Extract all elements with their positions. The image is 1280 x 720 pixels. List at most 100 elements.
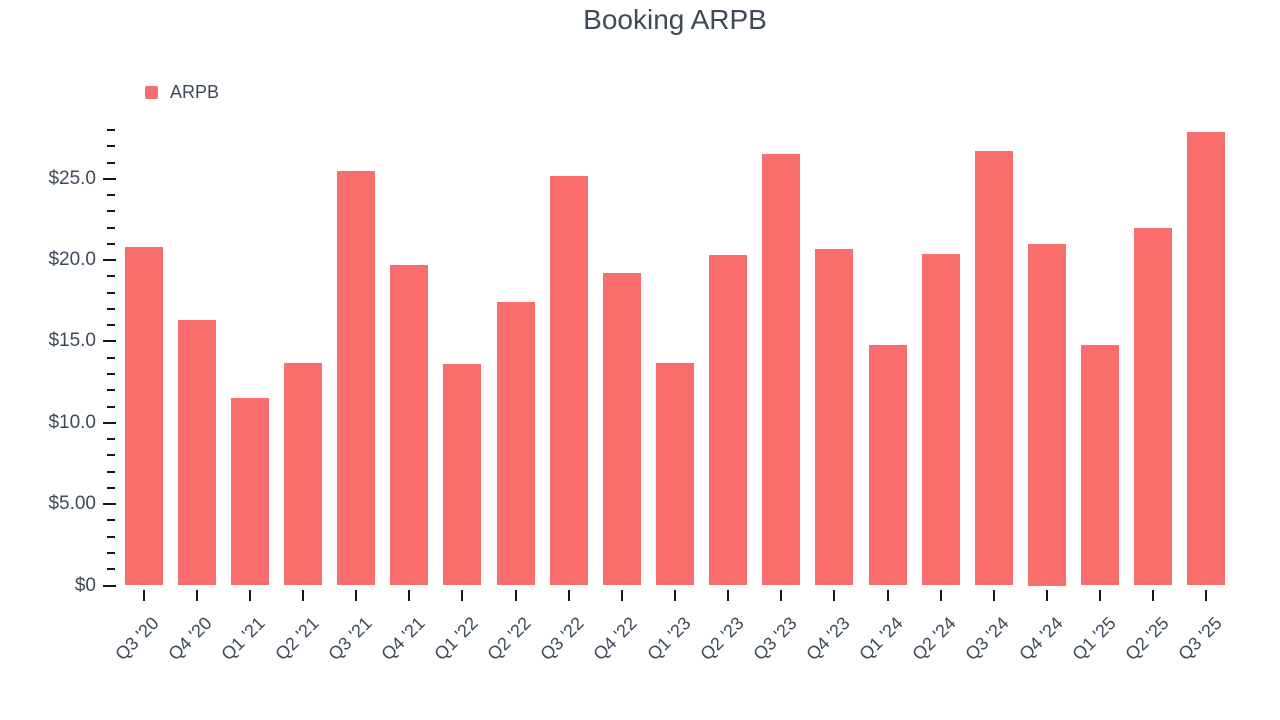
y-axis-minor-tick xyxy=(107,145,115,148)
y-axis-minor-tick xyxy=(107,324,115,327)
x-axis-label-q2-24: Q2 '24 xyxy=(908,613,960,665)
legend-label: ARPB xyxy=(170,82,220,102)
y-axis-minor-tick xyxy=(107,194,115,197)
x-axis-tick xyxy=(992,590,995,601)
y-axis-minor-tick xyxy=(107,373,115,376)
y-axis-minor-tick xyxy=(107,486,115,489)
x-axis-label-q3-24: Q3 '24 xyxy=(961,613,1014,665)
y-axis-minor-tick xyxy=(107,551,115,554)
x-axis-tick xyxy=(1152,590,1155,601)
y-axis-major-tick xyxy=(103,503,116,506)
x-axis-label-q2-25: Q2 '25 xyxy=(1121,613,1173,665)
chart-title: Booking ARPB xyxy=(583,4,767,35)
x-axis-label-q3-22: Q3 '22 xyxy=(536,613,588,665)
x-axis-label-q3-20: Q3 '20 xyxy=(111,613,163,665)
x-axis-tick xyxy=(939,590,942,601)
y-axis-label: $15.0 xyxy=(48,330,96,352)
y-axis-minor-tick xyxy=(107,389,115,392)
y-axis-minor-tick xyxy=(107,307,115,310)
bar-q3-21[interactable] xyxy=(337,170,376,586)
bar-q2-21[interactable] xyxy=(284,362,322,586)
y-axis-label: $10.0 xyxy=(48,411,96,433)
y-axis-minor-tick xyxy=(107,356,115,359)
bar-q2-24[interactable] xyxy=(921,253,960,586)
x-axis-label-q1-24: Q1 '24 xyxy=(855,613,907,665)
bar-q2-22[interactable] xyxy=(496,302,535,586)
x-axis-label-q1-23: Q1 '23 xyxy=(642,613,695,665)
x-axis-label-q2-23: Q2 '23 xyxy=(696,613,748,665)
y-axis-minor-tick xyxy=(107,226,115,229)
x-axis-label-q4-22: Q4 '22 xyxy=(589,613,642,665)
x-axis-label-q3-23: Q3 '23 xyxy=(749,613,801,665)
bar-q3-25[interactable] xyxy=(1187,131,1226,586)
y-axis-minor-tick xyxy=(107,470,115,473)
x-axis-label-q4-23: Q4 '23 xyxy=(802,613,854,665)
y-axis-minor-tick xyxy=(107,405,115,408)
bar-q1-22[interactable] xyxy=(443,364,482,586)
x-axis-tick xyxy=(886,590,889,601)
y-axis-major-tick xyxy=(103,421,116,424)
x-axis-tick xyxy=(195,590,198,601)
legend-swatch-icon xyxy=(145,86,158,99)
bar-q3-23[interactable] xyxy=(762,154,801,586)
bar-q2-23[interactable] xyxy=(709,255,748,586)
bar-q1-24[interactable] xyxy=(868,344,907,586)
y-axis-label: $20.0 xyxy=(48,249,96,271)
y-axis-major-tick xyxy=(103,340,116,343)
bar-q3-24[interactable] xyxy=(974,151,1013,586)
y-axis-minor-tick xyxy=(107,242,115,245)
x-axis-tick xyxy=(620,590,623,601)
x-axis-tick xyxy=(514,590,517,601)
bar-q4-21[interactable] xyxy=(390,265,429,586)
x-axis-tick xyxy=(674,590,676,601)
x-axis-label-q2-21: Q2 '21 xyxy=(270,613,323,665)
x-axis-tick xyxy=(833,590,836,601)
x-axis-tick xyxy=(1046,590,1048,601)
y-axis-minor-tick xyxy=(107,161,115,164)
bar-q3-22[interactable] xyxy=(549,175,588,586)
x-axis-label-q3-25: Q3 '25 xyxy=(1174,613,1226,665)
x-axis-tick xyxy=(1205,590,1208,601)
x-axis-label-q4-21: Q4 '21 xyxy=(377,613,429,665)
y-axis-minor-tick xyxy=(107,438,115,441)
x-axis-label-q1-22: Q1 '22 xyxy=(430,613,482,665)
y-axis-label: $25.0 xyxy=(48,167,96,189)
legend-item-arpb[interactable]: ARPB xyxy=(145,82,219,103)
y-axis-minor-tick xyxy=(107,454,115,457)
y-axis-minor-tick xyxy=(107,275,115,278)
y-axis-minor-tick xyxy=(107,291,115,294)
bar-q1-25[interactable] xyxy=(1081,344,1120,586)
x-axis-tick xyxy=(248,590,251,601)
bar-q1-21[interactable] xyxy=(230,398,269,586)
x-axis-label-q1-25: Q1 '25 xyxy=(1068,613,1120,665)
x-axis-tick xyxy=(302,590,304,601)
x-axis-label-q4-20: Q4 '20 xyxy=(164,613,216,665)
x-axis-tick xyxy=(567,590,570,601)
y-axis-label: $5.00 xyxy=(48,493,96,515)
y-axis-major-tick xyxy=(103,259,116,262)
x-axis-tick xyxy=(355,590,358,601)
bar-q4-23[interactable] xyxy=(815,248,854,586)
x-axis-tick xyxy=(1099,590,1102,601)
bar-q4-24[interactable] xyxy=(1028,243,1066,586)
x-axis-label-q3-21: Q3 '21 xyxy=(324,613,376,665)
y-axis-minor-tick xyxy=(107,519,115,522)
x-axis-label-q1-21: Q1 '21 xyxy=(217,613,270,665)
x-axis-label-q2-22: Q2 '22 xyxy=(483,613,535,665)
x-axis-tick xyxy=(142,590,145,601)
y-axis-label: $0 xyxy=(74,574,96,596)
y-axis-minor-tick xyxy=(107,568,115,571)
bar-q2-25[interactable] xyxy=(1134,227,1173,586)
y-axis-minor-tick xyxy=(107,129,115,131)
bar-q4-22[interactable] xyxy=(602,273,641,586)
x-axis-tick xyxy=(727,590,730,601)
x-axis-tick xyxy=(408,590,411,601)
x-axis-tick xyxy=(461,590,464,601)
y-axis-minor-tick xyxy=(107,210,115,213)
bar-q4-20[interactable] xyxy=(177,320,216,586)
bar-q3-20[interactable] xyxy=(124,247,163,586)
y-axis-major-tick xyxy=(103,584,116,587)
bar-q1-23[interactable] xyxy=(656,362,694,586)
